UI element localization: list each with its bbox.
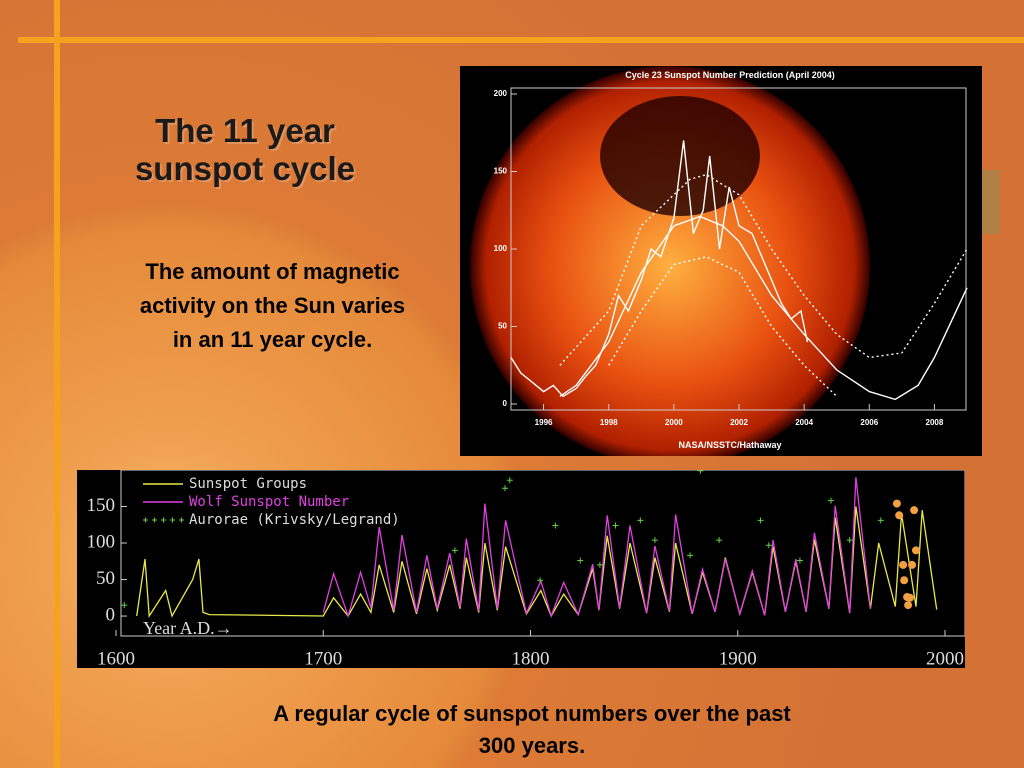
legend-label: Aurorae (Krivsky/Legrand) bbox=[189, 512, 400, 528]
data-point bbox=[910, 506, 919, 515]
accent-line bbox=[54, 0, 60, 768]
x-tick-label: 1996 bbox=[535, 418, 553, 427]
y-tick-label: 0 bbox=[106, 604, 116, 625]
y-tick-label: 200 bbox=[494, 89, 508, 98]
x-tick-label: 1998 bbox=[600, 418, 618, 427]
legend-marker bbox=[152, 517, 157, 523]
x-tick-label: 2002 bbox=[730, 418, 748, 427]
data-point bbox=[899, 560, 908, 569]
aurora-point bbox=[121, 602, 128, 609]
legend-marker bbox=[143, 517, 148, 523]
prediction-chart: Cycle 23 Sunspot Number Prediction (Apri… bbox=[460, 66, 982, 456]
aurora-point bbox=[612, 522, 619, 529]
chart-background bbox=[77, 470, 965, 668]
aurora-point bbox=[651, 537, 658, 544]
aurora-point bbox=[687, 552, 694, 559]
y-tick-label: 50 bbox=[498, 322, 507, 331]
x-tick-label: 1600 bbox=[97, 648, 135, 668]
x-tick-label: 2004 bbox=[795, 418, 813, 427]
y-tick-label: 0 bbox=[503, 399, 508, 408]
data-point bbox=[900, 576, 909, 585]
series-line bbox=[559, 173, 968, 366]
x-tick-label: 2000 bbox=[665, 418, 683, 427]
aurora-point bbox=[697, 470, 704, 474]
aurora-point bbox=[552, 522, 559, 529]
y-tick-label: 150 bbox=[87, 495, 116, 516]
aurora-point bbox=[765, 542, 772, 549]
data-point bbox=[904, 601, 913, 610]
history-chart: 0 50 100 150 1600 1700 1800 1900 2000 Year A.D.→ S… bbox=[77, 470, 965, 668]
legend-label: Wolf Sunspot Number bbox=[189, 494, 349, 510]
y-tick-label: 150 bbox=[494, 167, 508, 176]
data-point bbox=[908, 560, 917, 569]
slide-text: The amount of magnetic activity on the S… bbox=[139, 259, 406, 352]
data-point bbox=[895, 511, 904, 520]
aurora-point bbox=[451, 547, 458, 554]
data-point bbox=[892, 499, 901, 508]
series-line bbox=[322, 477, 872, 619]
aurora-point bbox=[637, 517, 644, 524]
accent-line bbox=[18, 37, 1024, 43]
plot-frame bbox=[120, 470, 965, 637]
chart-credit: NASA/NSSTC/Hathaway bbox=[678, 440, 781, 450]
aurora-point bbox=[846, 537, 853, 544]
aurora-point bbox=[596, 561, 603, 568]
y-tick-label: 100 bbox=[87, 531, 116, 552]
data-point bbox=[911, 546, 920, 555]
legend-marker bbox=[170, 517, 175, 523]
accent-box bbox=[982, 170, 1000, 234]
x-tick-label: 1800 bbox=[512, 648, 550, 668]
data-point bbox=[905, 593, 914, 602]
chart-title: Cycle 23 Sunspot Number Prediction (Apri… bbox=[625, 70, 835, 80]
aurora-point bbox=[502, 485, 509, 492]
x-tick-label: 1700 bbox=[304, 648, 342, 668]
coronal-hole bbox=[600, 96, 760, 216]
legend-label: Sunspot Groups bbox=[189, 476, 307, 492]
sun-image bbox=[470, 66, 870, 456]
y-tick-label: 50 bbox=[96, 568, 115, 589]
x-tick-label: 1900 bbox=[719, 648, 757, 668]
aurora-point bbox=[877, 517, 884, 524]
x-axis-label: Year A.D.→ bbox=[143, 618, 233, 638]
series-line bbox=[559, 215, 968, 401]
aurora-point bbox=[716, 537, 723, 544]
aurora-point bbox=[506, 477, 513, 484]
series-line bbox=[608, 256, 838, 397]
legend-marker bbox=[161, 517, 166, 523]
x-tick-label: 2000 bbox=[926, 648, 964, 668]
aurora-point bbox=[796, 557, 803, 564]
x-tick-label: 2006 bbox=[860, 418, 878, 427]
y-tick-label: 100 bbox=[494, 244, 508, 253]
slide-caption: A regular cycle of sunspot numbers over … bbox=[273, 701, 791, 758]
x-tick-label: 2008 bbox=[926, 418, 944, 427]
legend-marker bbox=[179, 517, 184, 523]
aurora-point bbox=[537, 577, 544, 584]
aurora-point bbox=[757, 517, 764, 524]
aurora-point bbox=[577, 557, 584, 564]
slide-title: The 11 year sunspot cycle bbox=[134, 112, 356, 187]
aurora-point bbox=[828, 497, 835, 504]
